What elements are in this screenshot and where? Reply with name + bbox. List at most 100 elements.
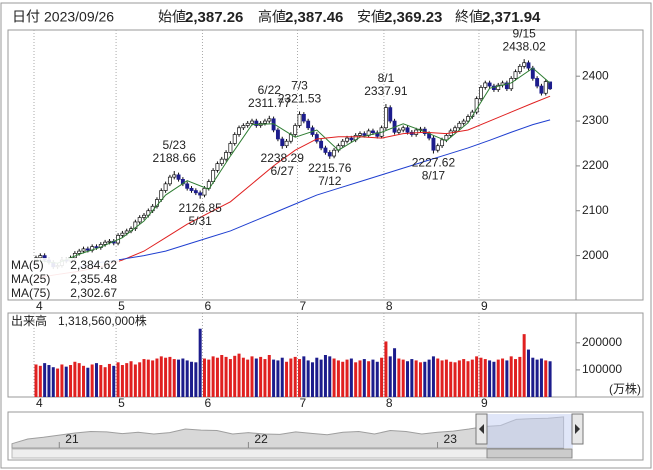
legend-value: 2,384.62 <box>70 258 117 272</box>
annotation-date: 7/3 <box>291 79 308 93</box>
volume-bar <box>77 363 81 397</box>
candle-body <box>345 137 349 142</box>
scroll-thumb[interactable] <box>486 448 573 459</box>
volume-bar <box>531 357 535 397</box>
candle-body <box>388 107 393 122</box>
volume-bar <box>94 363 98 397</box>
volume-bar <box>449 361 453 397</box>
volume-bar <box>120 365 124 397</box>
volume-bar <box>501 358 505 397</box>
candle-body <box>133 221 138 230</box>
field-label: 終値 <box>455 9 483 25</box>
volume-bar <box>440 360 444 397</box>
volume-bar <box>431 356 435 397</box>
volume-bar <box>155 358 159 397</box>
volume-bar <box>38 365 42 397</box>
volume-bar <box>388 356 392 397</box>
candle-body <box>103 241 108 245</box>
volume-title: 出来高 <box>11 313 47 328</box>
volume-bar <box>522 334 526 397</box>
candle-body <box>250 120 254 124</box>
volume-bar <box>215 357 219 397</box>
candle-body <box>167 176 172 185</box>
candle-body <box>396 129 401 133</box>
volume-bar <box>483 359 487 397</box>
volume-bar <box>164 357 168 397</box>
volume-bar <box>254 358 258 397</box>
candle-body <box>349 137 354 141</box>
volume-bar <box>73 361 77 397</box>
volume-bar <box>358 360 362 397</box>
y-tick-label: 2200 <box>582 158 609 172</box>
date-label: 日付 <box>12 9 40 25</box>
x-tick-label: 8 <box>386 396 393 410</box>
candle-body <box>371 130 375 134</box>
volume-bar <box>207 359 211 397</box>
volume-bar <box>362 359 366 397</box>
volume-bar <box>47 365 51 397</box>
volume-bar <box>34 364 38 397</box>
candle-body <box>85 248 90 251</box>
candle-body <box>176 174 181 180</box>
volume-bar <box>302 356 306 397</box>
candle-body <box>94 246 99 248</box>
candle-body <box>263 120 267 124</box>
x-tick-label: 23 <box>444 432 458 446</box>
volume-bar <box>475 356 479 397</box>
legend-box <box>9 258 119 299</box>
volume-bar <box>129 361 133 397</box>
candle-body <box>340 140 345 147</box>
candle-body <box>215 163 220 171</box>
annotation-value: 2188.66 <box>153 151 197 165</box>
volume-total: 1,318,560,000株 <box>58 313 147 328</box>
candle-body <box>327 152 332 157</box>
volume-bar <box>367 361 371 397</box>
volume-unit: (万株) <box>609 381 641 396</box>
volume-bar <box>328 356 332 397</box>
field-value: 2,387.26 <box>185 9 243 26</box>
annotation-date: 6/22 <box>258 83 282 97</box>
candle-body <box>461 120 466 124</box>
volume-bar <box>90 364 94 397</box>
volume-bar <box>444 359 448 397</box>
volume-bar <box>315 357 319 397</box>
volume-bar <box>539 358 543 397</box>
volume-bar <box>86 367 90 397</box>
candle-body <box>254 120 259 126</box>
candle-body <box>431 137 436 151</box>
volume-bar <box>241 357 245 397</box>
volume-bar <box>190 361 194 397</box>
x-tick-label: 21 <box>65 432 79 446</box>
volume-bar <box>544 360 548 397</box>
candle-body <box>504 82 509 90</box>
candle-body <box>81 248 86 252</box>
volume-bar <box>172 359 176 397</box>
volume-bar <box>548 361 552 397</box>
candle-body <box>474 98 479 113</box>
candle-body <box>280 138 285 147</box>
volume-bar <box>354 362 358 397</box>
volume-bar <box>406 361 410 397</box>
volume-bar <box>488 360 492 397</box>
volume-bar <box>224 356 228 397</box>
volume-bar <box>263 359 267 397</box>
candle-body <box>440 139 445 147</box>
candle-body <box>453 127 457 132</box>
annotation-value: 2311.77 <box>248 96 291 110</box>
candle-body <box>284 140 289 147</box>
volume-bar <box>60 364 64 397</box>
x-tick-label: 22 <box>254 432 268 446</box>
volume-bar <box>375 361 379 397</box>
volume-bar <box>289 358 293 397</box>
volume-bar <box>492 361 496 397</box>
annotation-value: 2215.76 <box>308 161 352 175</box>
field-label: 始値 <box>158 9 186 25</box>
candle-body <box>241 125 246 129</box>
volume-bar <box>345 359 349 397</box>
x-tick-label: 5 <box>118 396 125 410</box>
navigator-selection <box>487 414 573 448</box>
volume-bar <box>151 360 155 397</box>
volume-bar <box>371 359 375 397</box>
candle-body <box>293 125 298 135</box>
candle-body <box>237 127 241 135</box>
